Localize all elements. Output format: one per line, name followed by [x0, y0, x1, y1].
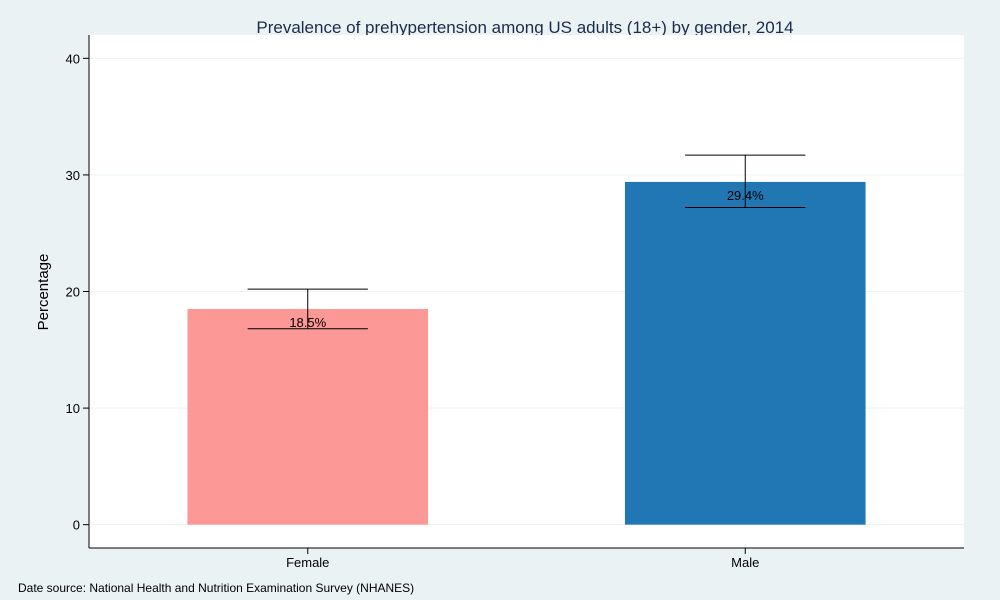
x-tick-label: Female [286, 555, 329, 570]
y-axis-title: Percentage [35, 254, 52, 331]
source-note: Date source: National Health and Nutriti… [18, 581, 415, 595]
bars [187, 181, 866, 525]
data-label: 29.4% [727, 188, 764, 203]
bar-male [624, 181, 866, 525]
x-axis-ticks: Female Male [286, 548, 759, 570]
y-tick-label: 10 [66, 401, 80, 416]
y-tick-label: 0 [73, 518, 80, 533]
y-tick-label: 30 [66, 168, 80, 183]
y-tick-label: 20 [66, 285, 80, 300]
x-tick-label: Male [731, 555, 759, 570]
data-labels: 18.5% 29.4% [289, 188, 764, 330]
error-bars [247, 154, 806, 330]
y-tick-label: 40 [66, 51, 80, 66]
chart-title: Prevalence of prehypertension among US a… [256, 18, 794, 37]
data-label: 18.5% [289, 315, 326, 330]
y-axis-ticks: 0 10 20 30 40 [66, 51, 89, 533]
bar-female [187, 308, 429, 525]
